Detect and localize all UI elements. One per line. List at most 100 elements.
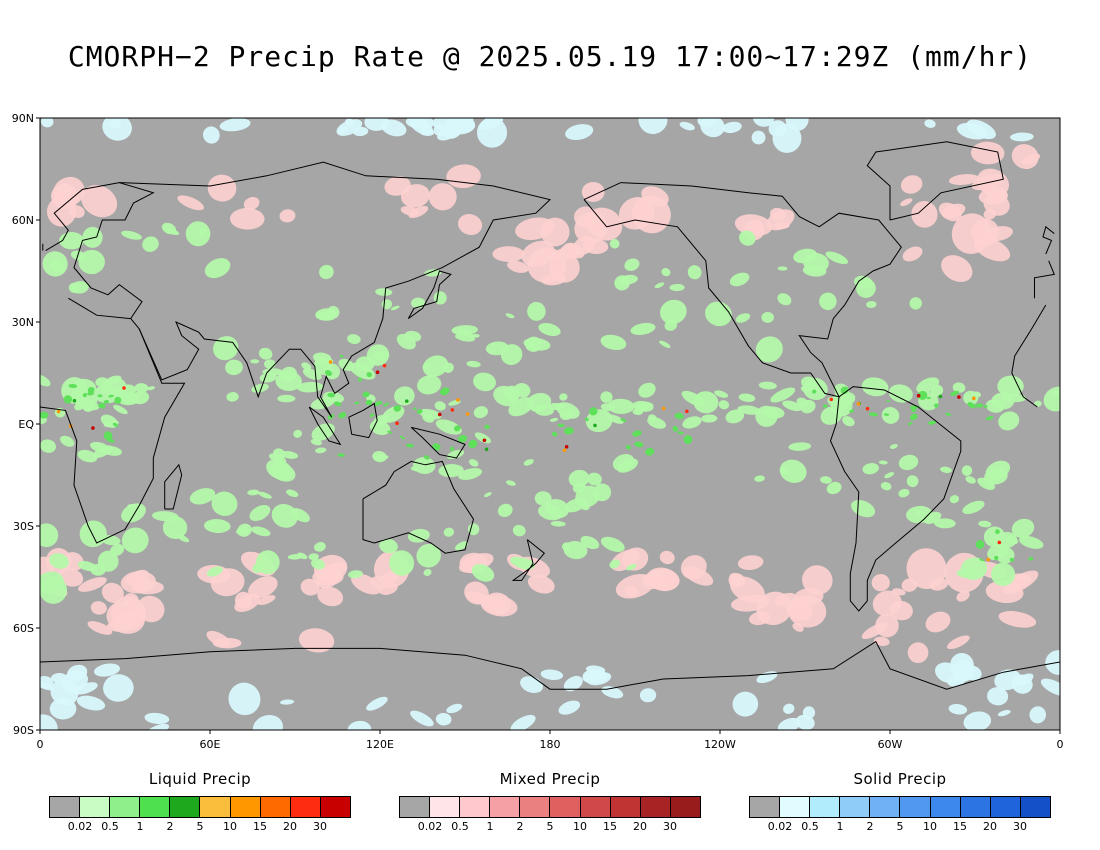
precip-patch bbox=[779, 459, 807, 483]
precip-patch bbox=[558, 700, 581, 715]
precip-patch bbox=[210, 568, 245, 597]
precip-patch bbox=[995, 529, 1000, 535]
precip-patch bbox=[177, 195, 204, 211]
precip-patch bbox=[672, 425, 679, 432]
precip-patch bbox=[851, 499, 876, 518]
heavy-cell bbox=[938, 394, 943, 399]
precip-patch bbox=[369, 413, 375, 417]
precip-patch bbox=[162, 516, 188, 539]
precip-patch bbox=[98, 402, 106, 409]
precip-patch bbox=[366, 344, 390, 366]
coastline-antarctica bbox=[40, 640, 1060, 690]
precip-patch bbox=[251, 526, 271, 537]
precip-patch bbox=[638, 118, 668, 135]
precip-patch bbox=[958, 668, 974, 678]
precip-patch bbox=[589, 407, 598, 416]
precip-patch bbox=[916, 377, 940, 394]
legend-tick-label: 10 bbox=[573, 820, 587, 833]
coastline-borneo bbox=[348, 402, 378, 439]
precip-patch bbox=[948, 703, 968, 715]
precip-patch bbox=[505, 313, 515, 319]
precip-patch bbox=[449, 446, 455, 452]
precip-patch bbox=[298, 628, 335, 653]
heavy-cell bbox=[328, 360, 333, 364]
precip-patch bbox=[956, 568, 985, 579]
precip-patch bbox=[354, 401, 360, 405]
precip-patch bbox=[786, 598, 813, 621]
precip-patch bbox=[777, 266, 788, 271]
legend-swatch bbox=[170, 797, 201, 817]
legend-swatch bbox=[670, 797, 700, 817]
precip-patch bbox=[416, 409, 423, 414]
precip-patch bbox=[527, 574, 555, 594]
precip-patch bbox=[1028, 556, 1034, 561]
precip-patch bbox=[76, 695, 106, 711]
precip-patch bbox=[900, 198, 913, 207]
legend-tick-label: 30 bbox=[313, 820, 327, 833]
precip-patch bbox=[645, 447, 655, 456]
precip-patch bbox=[108, 394, 114, 398]
precip-patch bbox=[423, 569, 432, 577]
legend-solid-bar bbox=[749, 796, 1051, 818]
precip-patch bbox=[978, 520, 992, 528]
precip-patch bbox=[277, 394, 296, 403]
precip-patch bbox=[993, 531, 1018, 550]
heavy-cell bbox=[829, 397, 834, 402]
precip-patch bbox=[948, 174, 980, 186]
precip-patch bbox=[822, 404, 828, 408]
precip-patch bbox=[909, 297, 922, 310]
precip-patch bbox=[286, 489, 299, 498]
precip-patch bbox=[416, 543, 441, 568]
heavy-cell bbox=[564, 444, 569, 449]
precip-patch bbox=[403, 562, 414, 572]
precip-patch bbox=[873, 636, 890, 647]
heavy-cell bbox=[72, 398, 77, 403]
coastline-britain bbox=[1042, 225, 1055, 255]
precip-patch bbox=[366, 696, 388, 711]
precip-patch bbox=[910, 413, 918, 421]
precip-patch bbox=[418, 408, 442, 420]
precip-patch bbox=[659, 550, 675, 565]
precip-patch bbox=[559, 408, 574, 421]
precip-patch bbox=[609, 238, 620, 249]
precip-patch bbox=[269, 462, 296, 482]
precip-patch bbox=[338, 126, 349, 134]
precip-patch bbox=[281, 450, 299, 459]
precip-patch bbox=[308, 553, 319, 561]
legend-swatch bbox=[1020, 797, 1050, 817]
precip-patch bbox=[600, 403, 615, 412]
lon-tick-label: 0 bbox=[37, 738, 44, 751]
precip-patch bbox=[457, 434, 468, 443]
legend-tick-label: 15 bbox=[603, 820, 617, 833]
precip-patch bbox=[523, 459, 534, 466]
precip-patch bbox=[275, 371, 302, 391]
lat-tick-label: 30N bbox=[12, 316, 34, 329]
legend-tick-label: 2 bbox=[166, 820, 174, 833]
precip-patch bbox=[802, 377, 828, 401]
precip-patch bbox=[102, 118, 132, 141]
legend-swatch bbox=[750, 797, 781, 817]
precip-patch bbox=[40, 681, 55, 691]
precip-patch bbox=[454, 425, 461, 432]
precip-patch bbox=[497, 503, 513, 517]
precip-patch bbox=[393, 404, 402, 412]
precip-patch bbox=[902, 246, 923, 262]
legend-tick-label: 2 bbox=[866, 820, 874, 833]
legend-liquid-ticks: 0.02 0.5 1 2 5 10 15 20 30 bbox=[49, 820, 351, 834]
precip-patch bbox=[1043, 386, 1060, 412]
precip-patch bbox=[315, 569, 341, 589]
precip-patch bbox=[861, 377, 889, 397]
precip-patch bbox=[770, 387, 796, 403]
precip-patch bbox=[347, 334, 361, 345]
precip-patch bbox=[314, 542, 326, 552]
precip-patch bbox=[63, 395, 73, 404]
precip-patch bbox=[405, 118, 435, 129]
precip-patch bbox=[984, 226, 1013, 242]
precip-patch bbox=[769, 207, 787, 221]
precip-patch bbox=[435, 712, 452, 726]
precip-patch bbox=[255, 550, 280, 575]
precip-patch bbox=[204, 258, 231, 279]
precip-patch bbox=[258, 491, 272, 499]
precip-patch bbox=[641, 571, 665, 590]
